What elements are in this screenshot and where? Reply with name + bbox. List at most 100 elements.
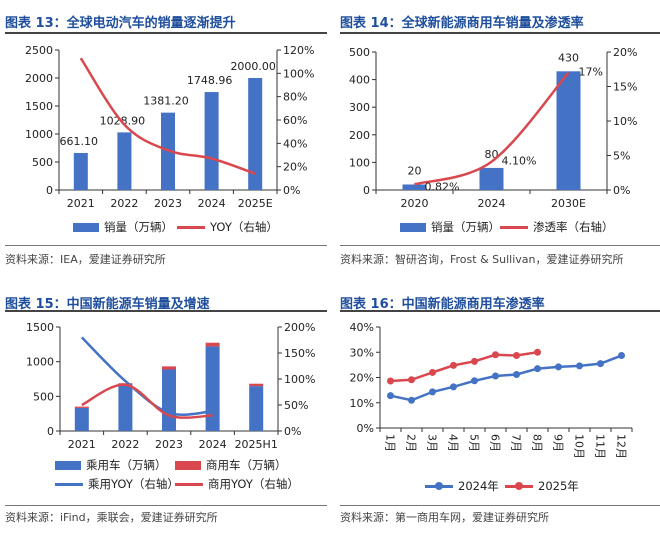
data-point — [408, 376, 415, 384]
y2-tick-label: 60% — [283, 114, 307, 127]
x-tick-label: 11月 — [594, 434, 607, 459]
data-point — [576, 362, 583, 370]
bar — [73, 152, 88, 190]
bar — [204, 92, 219, 190]
legend-label: 商用YOY（右轴） — [208, 477, 299, 491]
data-label: 1748.96 — [187, 74, 233, 87]
x-tick-label: 2030E — [551, 197, 586, 210]
x-tick-label: 7月 — [510, 434, 523, 452]
legend-swatch — [500, 225, 528, 229]
y2-tick-label: 0% — [613, 184, 630, 197]
legend-label: 商用车（万辆） — [206, 458, 287, 472]
legend-item-line: 乘用YOY（右轴） — [55, 476, 179, 492]
title-divider — [340, 310, 660, 312]
data-label: 17% — [579, 66, 603, 79]
y2-tick-label: 80% — [283, 91, 307, 104]
data-point — [429, 368, 436, 376]
title-divider — [5, 310, 327, 312]
y-tick-label: 0 — [47, 425, 54, 438]
x-tick-label: 4月 — [447, 434, 460, 452]
legend-swatch — [425, 481, 453, 490]
y-tick-label: 0 — [363, 184, 370, 197]
data-point — [450, 361, 457, 369]
y2-tick-label: 40% — [283, 137, 307, 150]
legend-item-bar: 销量（万辆） — [73, 219, 173, 235]
data-point — [513, 370, 520, 378]
y2-tick-label: 150% — [284, 347, 315, 360]
x-tick-label: 10月 — [573, 434, 586, 459]
figure-title: 图表 13：全球电动汽车的销量逐渐提升 — [5, 16, 236, 31]
legend-swatch — [505, 481, 533, 490]
x-tick-label: 2021 — [67, 197, 95, 210]
data-label: 4.10% — [502, 155, 537, 168]
data-point — [471, 357, 478, 365]
legend-swatch — [177, 225, 205, 229]
x-tick-label: 2021 — [68, 438, 96, 451]
x-tick-label: 9月 — [552, 434, 565, 452]
y2-tick-label: 200% — [284, 321, 315, 334]
data-point — [387, 392, 394, 400]
bar-passenger — [74, 407, 89, 431]
legend-item-line: YOY（右轴） — [177, 219, 278, 235]
bar-passenger — [162, 369, 176, 431]
bar-passenger — [249, 386, 264, 431]
y-tick-label: 10% — [350, 397, 374, 410]
source-note: 资料来源：IEA，爱建证券研究所 — [5, 253, 166, 266]
y-tick-label: 500 — [349, 46, 370, 59]
figure-16: 图表 16：中国新能源商用车渗透率 2024年 2025年 资料来源：第一商用车… — [340, 285, 660, 545]
bar-passenger — [118, 385, 133, 431]
legend-label: 乘用车（万辆） — [86, 458, 167, 472]
x-tick-label: 2023 — [154, 197, 182, 210]
y-tick-label: 400 — [349, 74, 370, 87]
line-penetration — [414, 71, 570, 186]
source-note: 资料来源：第一商用车网，爱建证券研究所 — [340, 511, 549, 524]
legend-item-line: 2024年 — [425, 478, 499, 494]
x-tick-label: 3月 — [426, 434, 439, 452]
bar-commercial — [162, 366, 176, 370]
x-tick-label: 1月 — [384, 434, 397, 452]
data-point — [408, 396, 415, 404]
data-label: 20 — [408, 164, 422, 177]
y-tick-label: 2000 — [25, 72, 53, 85]
y-tick-label: 500 — [32, 156, 53, 169]
y2-tick-label: 0% — [284, 425, 301, 438]
y-tick-label: 40% — [350, 321, 374, 334]
y-tick-label: 30% — [350, 346, 374, 359]
y2-tick-label: 5% — [613, 150, 630, 163]
title-divider — [5, 32, 327, 34]
data-point — [429, 388, 436, 396]
figure-title: 图表 14：全球新能源商用车销量及渗透率 — [340, 16, 584, 31]
x-tick-label: 2024 — [199, 438, 227, 451]
x-tick-label: 2020 — [401, 197, 429, 210]
x-tick-label: 8月 — [531, 434, 544, 452]
legend-swatch — [55, 482, 83, 486]
y-tick-label: 1500 — [25, 100, 53, 113]
y2-tick-label: 15% — [613, 81, 637, 94]
legend-label: 销量（万辆） — [104, 220, 173, 234]
data-label: 0.82% — [425, 180, 460, 193]
x-tick-label: 2024 — [478, 197, 506, 210]
x-tick-label: 2022 — [110, 197, 138, 210]
y-tick-label: 300 — [349, 101, 370, 114]
y2-tick-label: 100% — [283, 67, 314, 80]
legend-label: YOY（右轴） — [210, 220, 278, 234]
x-tick-label: 2022 — [111, 438, 139, 451]
bar-commercial — [249, 383, 264, 387]
x-tick-label: 2025H1 — [235, 438, 278, 451]
y2-tick-label: 100% — [284, 373, 315, 386]
data-label: 1381.20 — [143, 95, 189, 108]
legend-item-bar: 销量（万辆） — [400, 219, 500, 235]
bar — [556, 71, 581, 190]
legend-item-bar: 商用车（万辆） — [175, 457, 287, 473]
x-tick-label: 6月 — [489, 434, 502, 452]
bar-commercial — [205, 342, 220, 347]
y-tick-label: 100 — [349, 156, 370, 169]
data-point — [492, 372, 499, 380]
data-point — [513, 352, 520, 360]
source-note: 资料来源：智研咨询，Frost & Sullivan，爱建证券研究所 — [340, 253, 624, 266]
x-tick-label: 2月 — [405, 434, 418, 452]
y-tick-label: 0 — [46, 184, 53, 197]
y-tick-label: 1000 — [26, 356, 54, 369]
